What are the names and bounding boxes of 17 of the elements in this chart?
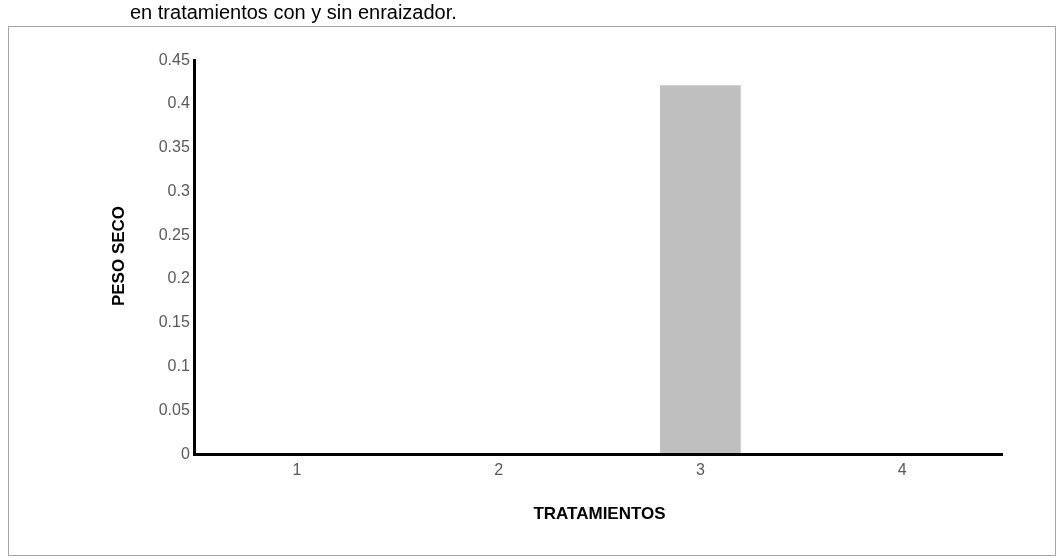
y-tick-label: 0 xyxy=(180,444,190,462)
y-tick-label: 0.3 xyxy=(167,181,190,199)
y-axis-title: PESO SECO xyxy=(109,205,129,307)
x-tick-label: 3 xyxy=(695,461,705,479)
y-tick-label: 0.25 xyxy=(158,225,190,243)
x-tick-label: 4 xyxy=(897,461,907,479)
x-tick-label: 2 xyxy=(494,461,504,479)
y-tick-label: 0.4 xyxy=(167,94,190,112)
x-tick-label: 1 xyxy=(292,461,302,479)
y-tick-label: 0.45 xyxy=(158,50,190,68)
y-tick-label: 0.1 xyxy=(167,357,190,375)
y-tick-label: 0.2 xyxy=(167,269,190,287)
y-tick-label: 0.15 xyxy=(158,313,190,331)
chart-title: en tratamientos con y sin enraizador. xyxy=(130,1,457,23)
x-axis-title: TRATAMIENTOS xyxy=(533,503,666,523)
y-tick-label: 0.35 xyxy=(158,138,190,156)
y-tick-label: 0.05 xyxy=(158,400,190,418)
